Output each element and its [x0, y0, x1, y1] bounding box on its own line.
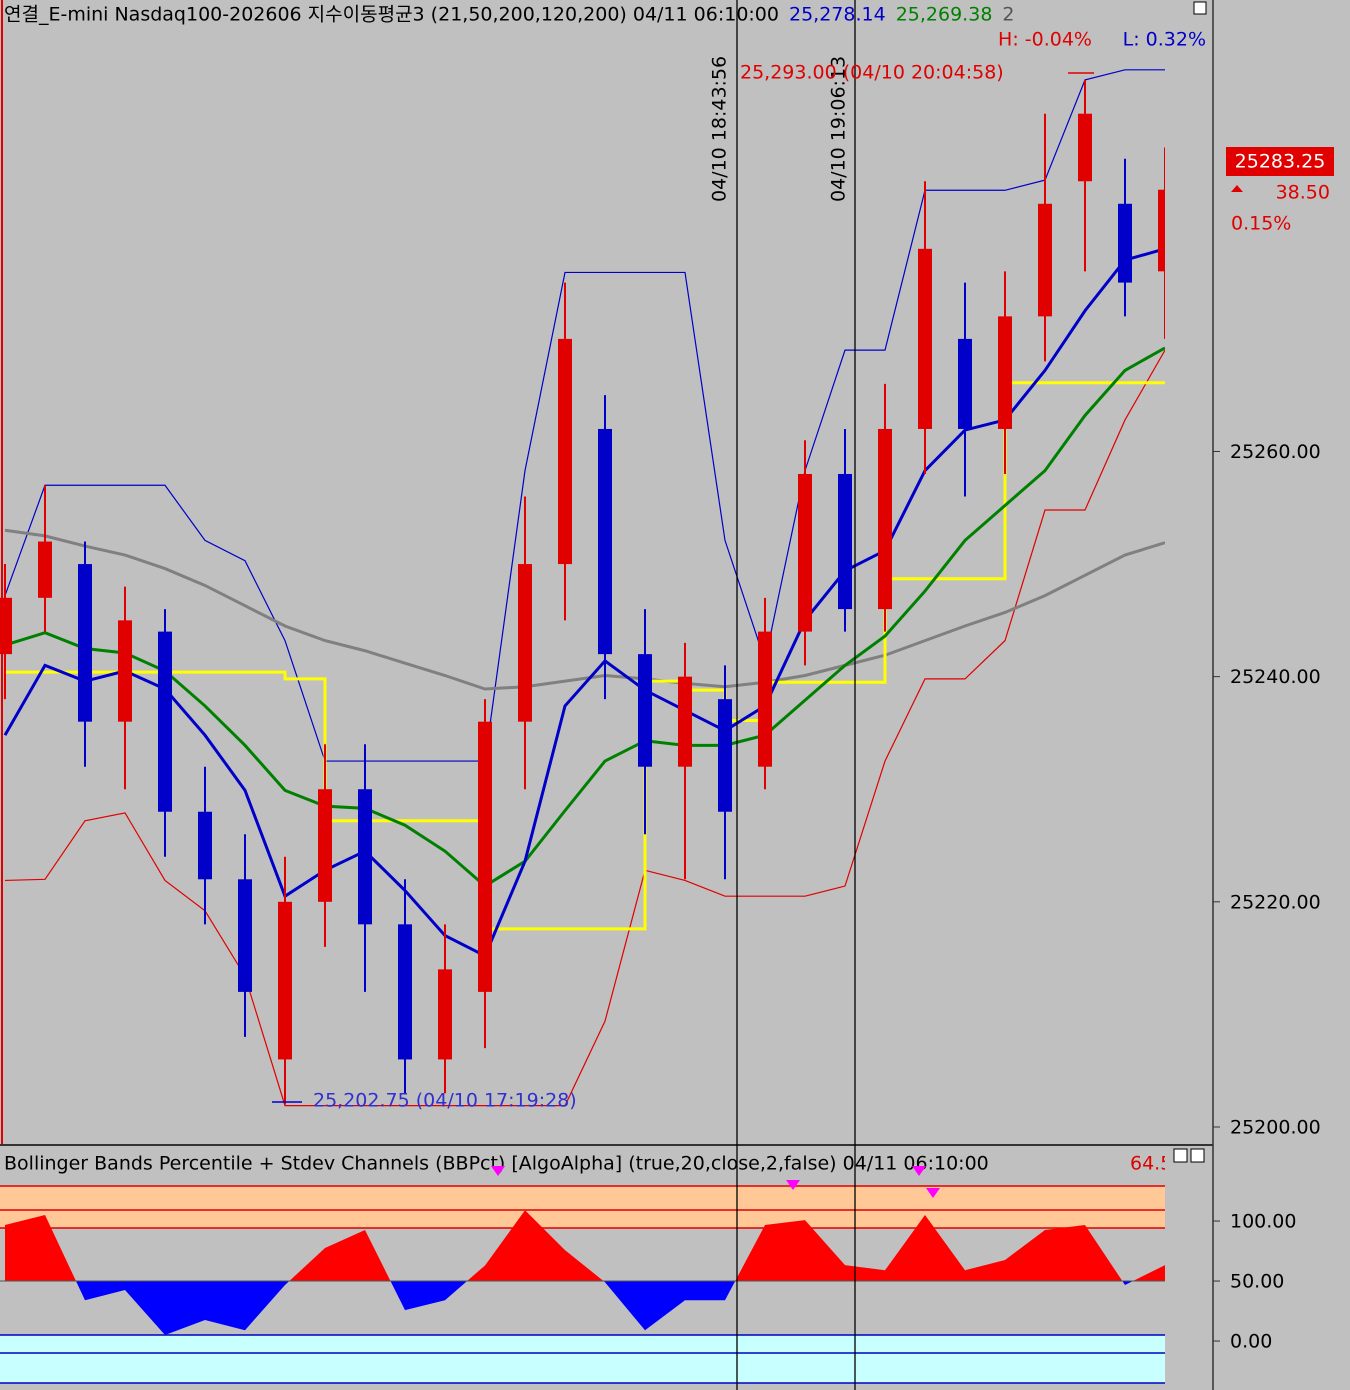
y-tick-label: 25220.00 [1230, 891, 1321, 913]
indicator-line [4, 69, 1165, 762]
zone [0, 1335, 1165, 1384]
window-button[interactable] [1193, 1, 1207, 15]
header-change: H: -0.04% [998, 29, 1092, 51]
candle-body [638, 654, 652, 767]
header-value: 25,278.14 [789, 4, 886, 26]
window-button[interactable] [1173, 1148, 1188, 1163]
candle-body [918, 248, 932, 429]
header: 연결_E-mini Nasdaq100-202606 지수이동평균3 (21,5… [4, 4, 1015, 26]
y-tick-label: 25240.00 [1230, 666, 1321, 688]
candle-body [558, 338, 572, 565]
oscillator-title: Bollinger Bands Percentile + Stdev Chann… [4, 1153, 989, 1175]
candle-body [38, 541, 52, 598]
y-tick-label: 25200.00 [1230, 1116, 1321, 1138]
candle-body [758, 631, 772, 767]
oscillator-last-wrap: 64.5 [1130, 1153, 1172, 1175]
candle-body [998, 316, 1012, 429]
oscillator-pane [0, 1185, 1165, 1384]
candle-body [838, 473, 852, 610]
y-tick-label: 0.00 [1230, 1331, 1272, 1353]
close-button[interactable] [1190, 1148, 1205, 1163]
candle-body [478, 721, 492, 992]
candle-body [678, 676, 692, 767]
y-tick-label: 25260.00 [1230, 441, 1321, 463]
indicator-line [4, 528, 1165, 691]
indicator-line [5, 381, 1165, 931]
y-tick-label: 100.00 [1230, 1211, 1296, 1233]
candle-body [1118, 203, 1132, 283]
candle-body [1038, 203, 1052, 317]
change: 38.50 [1276, 182, 1330, 204]
candle-body [798, 473, 812, 632]
candle-body [318, 789, 332, 902]
change-percent: 0.15% [1231, 213, 1291, 235]
header-change: L: 0.32% [1123, 29, 1206, 51]
area-above [5, 1210, 1165, 1282]
time-marker-label: 04/10 18:43:56 [709, 56, 731, 202]
area-below [75, 1281, 1133, 1336]
candle-body [518, 564, 532, 722]
candle-body [718, 699, 732, 812]
candle-body [438, 969, 452, 1060]
candle-body [398, 924, 412, 1060]
header-values: 25,278.14 25,269.38 2 [789, 4, 1015, 26]
candle-body [78, 564, 92, 722]
time-marker-label: 04/10 19:06:13 [828, 56, 850, 202]
candle-body [278, 901, 292, 1060]
zone [0, 1186, 1165, 1228]
chart-title: 연결_E-mini Nasdaq100-202606 지수이동평균3 (21,5… [4, 4, 779, 26]
candle-body [878, 428, 892, 610]
header-value: 2 [1002, 4, 1014, 26]
candle-body [958, 338, 972, 429]
candle-body [358, 789, 372, 925]
candle-body [598, 428, 612, 655]
candle-body [158, 631, 172, 812]
candle-body [238, 879, 252, 992]
oscillator-last-value: 64.5 [1130, 1153, 1172, 1175]
up-triangle [1231, 185, 1243, 192]
candle-body [1078, 113, 1092, 182]
indicator-line [4, 349, 1165, 1107]
candle-body [118, 620, 132, 722]
last-price-box [1226, 147, 1334, 176]
last-price: 25283.25 [1235, 151, 1326, 173]
candle-body [1158, 189, 1165, 272]
y-tick-label: 50.00 [1230, 1271, 1284, 1293]
candle-body [198, 811, 212, 880]
header-value: 25,269.38 [896, 4, 993, 26]
high-label: 25,293.00 (04/10 20:04:58) [740, 62, 1004, 84]
price-pane [0, 69, 1165, 1107]
low-label: 25,202.75 (04/10 17:19:28) [313, 1090, 577, 1112]
indicator-line [4, 346, 1165, 888]
